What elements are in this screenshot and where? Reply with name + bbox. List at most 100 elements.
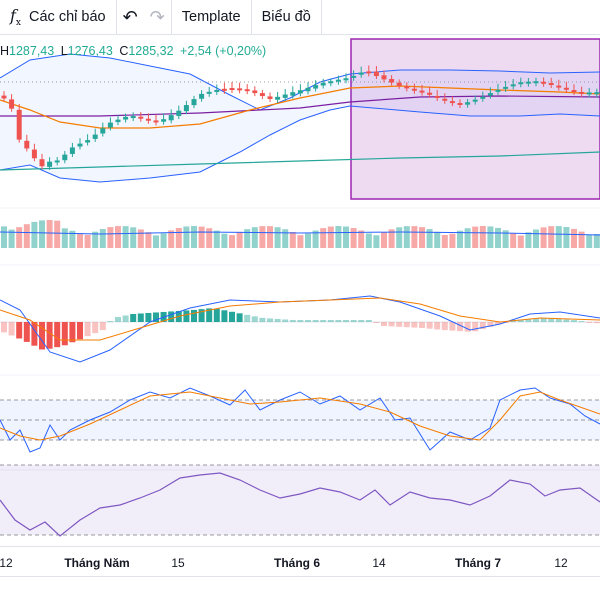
- macd-histogram-bar: [441, 322, 448, 331]
- candle-body: [510, 84, 516, 87]
- volume-bar: [502, 230, 509, 248]
- volume-bar: [206, 228, 213, 248]
- template-button[interactable]: Template: [181, 9, 241, 25]
- macd-histogram-bar: [578, 321, 585, 323]
- candle-body: [556, 85, 562, 88]
- ema-line: [0, 85, 600, 129]
- candle-body: [214, 89, 220, 92]
- indicators-button[interactable]: fx Các chỉ báo: [0, 0, 116, 34]
- macd-histogram-bar: [236, 313, 243, 322]
- macd-histogram-bar: [335, 320, 342, 322]
- macd-histogram-bar: [464, 322, 471, 332]
- volume-bar: [137, 229, 144, 248]
- macd-histogram-bar: [77, 322, 83, 340]
- macd-histogram-bar: [23, 322, 30, 342]
- candle-body: [411, 88, 417, 91]
- volume-bar: [479, 226, 486, 248]
- change-value: +2,54 (+0,20%): [180, 44, 267, 58]
- candle-body: [107, 122, 113, 128]
- volume-bar: [327, 226, 334, 248]
- volume-bar: [61, 228, 68, 248]
- undo-button[interactable]: ↶: [117, 0, 144, 34]
- volume-bar: [365, 233, 372, 248]
- candle-body: [533, 81, 539, 84]
- macd-histogram-bar: [533, 318, 539, 322]
- candle-body: [138, 116, 144, 119]
- volume-bar: [145, 232, 152, 248]
- stochastic-k-line: [0, 387, 600, 453]
- volume-bar: [289, 231, 296, 248]
- macd-histogram-bar: [419, 322, 425, 328]
- macd-histogram-bar: [130, 313, 137, 322]
- macd-histogram-bar: [206, 308, 213, 322]
- volume-bar: [92, 231, 99, 248]
- macd-histogram-bar: [259, 317, 266, 322]
- volume-bar: [213, 230, 220, 248]
- volume-bar: [244, 229, 251, 248]
- volume-bar: [381, 232, 387, 248]
- selection-rectangle: [350, 38, 600, 200]
- volume-bar: [495, 227, 501, 248]
- volume-bar: [153, 235, 159, 248]
- candle-body: [503, 86, 509, 89]
- volume-bar: [175, 227, 182, 248]
- macd-histogram-bar: [593, 322, 600, 324]
- low-label: L: [60, 44, 68, 58]
- macd-histogram-bar: [183, 310, 190, 322]
- time-label: 15: [171, 556, 185, 570]
- macd-histogram-bar: [411, 322, 418, 328]
- volume-bar: [396, 227, 403, 248]
- candle-body: [480, 96, 486, 99]
- macd-histogram-bar: [517, 319, 524, 322]
- time-label: Tháng 7: [454, 556, 502, 570]
- macd-histogram-bar: [31, 322, 38, 346]
- volume-bar: [373, 235, 380, 248]
- candle-body: [404, 86, 410, 89]
- top-toolbar: fx Các chỉ báo ↶ ↷ Template Biểu đồ: [0, 0, 600, 35]
- candle-body: [548, 83, 554, 86]
- macd-histogram-bar: [274, 318, 281, 322]
- volume-bar: [403, 226, 410, 248]
- volume-bar: [183, 226, 190, 248]
- volume-bar: [168, 230, 175, 248]
- macd-histogram-bar: [396, 322, 403, 327]
- chart-type-button[interactable]: Biểu đồ: [261, 9, 311, 25]
- candle-body: [487, 93, 493, 96]
- time-axis[interactable]: 12 Tháng Năm 15 Tháng 6 14 Tháng 7 12: [0, 546, 600, 577]
- macd-histogram-bar: [16, 322, 23, 339]
- volume-bar: [464, 228, 471, 248]
- volume-bar: [31, 221, 38, 248]
- volume-bar: [1, 226, 7, 248]
- candle-body: [191, 99, 197, 106]
- rsi-band: [0, 465, 600, 535]
- macd-histogram-bar: [84, 322, 91, 337]
- volume-bar: [46, 220, 53, 248]
- macd-histogram-bar: [282, 319, 289, 322]
- candle-body: [449, 101, 455, 104]
- candle-body: [313, 85, 319, 89]
- undo-icon: ↶: [122, 6, 138, 27]
- candle-body: [373, 71, 379, 77]
- macd-histogram-bar: [137, 313, 144, 322]
- redo-button[interactable]: ↷: [144, 0, 171, 34]
- candle-body: [69, 147, 75, 154]
- indicators-label: Các chỉ báo: [29, 9, 106, 25]
- macd-histogram-bar: [221, 310, 228, 322]
- macd-histogram-bar: [297, 320, 304, 322]
- volume-bar: [388, 229, 395, 248]
- volume-bar: [305, 233, 311, 248]
- volume-bar: [571, 228, 577, 248]
- macd-histogram-bar: [46, 322, 53, 349]
- candle-body: [47, 161, 53, 167]
- volume-bar: [236, 231, 243, 248]
- macd-histogram-bar: [289, 319, 296, 322]
- macd-histogram-bar: [540, 318, 547, 322]
- candle-body: [457, 102, 463, 105]
- volume-bar: [282, 229, 289, 248]
- volume-bar: [548, 226, 555, 248]
- macd-histogram-bar: [267, 318, 273, 322]
- candle-body: [434, 95, 440, 98]
- time-label: Tháng 6: [273, 556, 321, 570]
- candle-body: [85, 140, 91, 143]
